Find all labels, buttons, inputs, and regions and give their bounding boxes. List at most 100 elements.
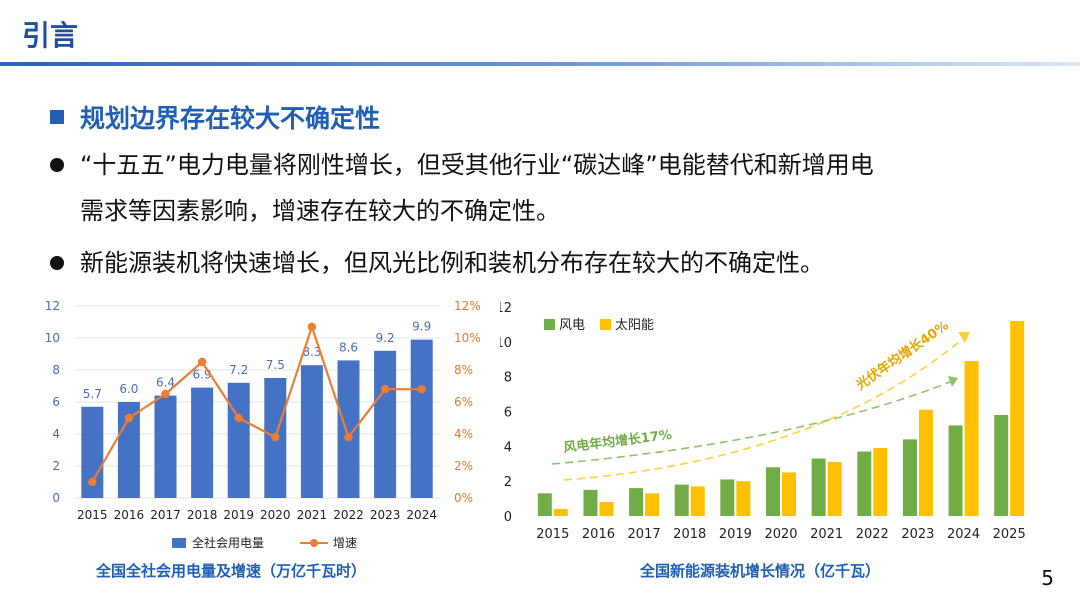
y-left-tick-label: 8 <box>52 363 60 377</box>
bar <box>918 409 933 516</box>
line-point <box>88 477 97 487</box>
bar <box>827 462 842 516</box>
electricity-chart-caption: 全国全社会用电量及增速（万亿千瓦时） <box>96 562 367 580</box>
legend-bar-label: 全社会用电量 <box>192 535 264 550</box>
bar-data-label: 6.9 <box>193 368 212 382</box>
bar <box>857 451 872 516</box>
bar <box>553 509 568 516</box>
bar-data-label: 6.4 <box>156 376 175 390</box>
wind-trend-arrowhead <box>948 376 958 387</box>
bar <box>994 414 1009 516</box>
bullet-1-line-2: 需求等因素影响，增速存在较大的不确定性。 <box>80 197 560 225</box>
x-tick-label: 2019 <box>719 527 752 542</box>
bar <box>300 365 323 498</box>
bullet-dot-icon <box>50 256 64 270</box>
bar-data-label: 9.9 <box>412 320 431 334</box>
solar-trend-arrowhead <box>958 332 970 343</box>
bullet-1-line-1: “十五五”电力电量将刚性增长，但受其他行业“碳达峰”电能替代和新增用电 <box>80 151 874 179</box>
legend-line-label: 增速 <box>333 536 357 550</box>
y-right-tick-label: 2% <box>454 459 473 473</box>
y-right-tick-label: 0% <box>454 491 473 505</box>
bar <box>736 481 751 516</box>
growth-line <box>91 323 422 483</box>
y-left-tick-label: 12 <box>45 299 60 313</box>
electricity-chart: 0 2 4 6 8 10 12 0% 2% 4% 6% 8% 10% 12% 5.7 2015 6.0 2016 6… <box>30 292 500 558</box>
line-point <box>161 389 170 399</box>
y-left-tick-label: 4 <box>52 427 60 441</box>
bullet-2-line-1: 新能源装机将快速增长，但风光比例和装机分布存在较大的不确定性。 <box>80 249 824 277</box>
line-point <box>417 385 426 394</box>
x-tick-label: 2016 <box>114 508 145 522</box>
bar <box>583 489 598 516</box>
x-tick-label: 2017 <box>628 527 661 542</box>
bar <box>674 484 689 516</box>
y-tick-label: 12 <box>500 301 512 316</box>
section-heading-text: 规划边界存在较大不确定性 <box>80 104 381 133</box>
x-tick-label: 2018 <box>187 508 218 522</box>
x-tick-label: 2015 <box>536 527 569 542</box>
bar <box>1010 320 1025 516</box>
y-tick-label: 0 <box>504 510 512 525</box>
bar-data-label: 8.6 <box>339 340 358 354</box>
renewables-chart-svg: 0 2 4 6 8 10 12 2015 2016 2017 2018 2019 2020 2021 202… <box>495 301 1026 542</box>
x-tick-label: 2022 <box>333 508 364 522</box>
y-left-tick-label: 10 <box>45 331 60 345</box>
bar <box>948 425 963 516</box>
y-left-tick-label: 0 <box>52 491 60 505</box>
slide-title: 引言 <box>22 19 79 52</box>
y-left-tick-label: 2 <box>52 459 60 473</box>
x-tick-label: 2023 <box>370 508 401 522</box>
page-number: 5 <box>1041 566 1054 590</box>
x-tick-label: 2021 <box>297 508 328 522</box>
square-bullet-icon <box>50 110 64 124</box>
legend-label: 风电 <box>559 318 585 333</box>
bar-data-label: 8.3 <box>302 345 321 359</box>
x-tick-label: 2021 <box>810 527 843 542</box>
line-point <box>234 413 243 423</box>
legend-bar-swatch <box>172 538 186 548</box>
solar-trend-arrow <box>563 335 967 481</box>
bar <box>154 395 177 498</box>
y-tick-label: 10 <box>500 336 512 351</box>
bar <box>81 406 104 498</box>
bar <box>782 472 796 516</box>
bar-data-label: 5.7 <box>83 387 102 401</box>
line-point <box>344 433 353 442</box>
bar <box>873 448 888 516</box>
bar <box>902 439 917 516</box>
y-tick-label: 4 <box>504 440 512 455</box>
electricity-chart-svg: 0 2 4 6 8 10 12 0% 2% 4% 6% 8% 10% 12% 5.7 2015 6.0 2016 6… <box>45 299 481 550</box>
line-point <box>271 433 280 442</box>
legend-swatch <box>600 319 611 330</box>
bar <box>374 350 397 498</box>
line-point <box>197 357 207 367</box>
bullet-dot-icon <box>50 158 64 172</box>
title-divider <box>0 62 1080 66</box>
y-right-tick-label: 12% <box>454 299 481 313</box>
x-tick-label: 2018 <box>673 527 706 542</box>
section-heading: 规划边界存在较大不确定性 <box>50 100 380 134</box>
wind-trend-arrow <box>551 379 956 465</box>
x-tick-label: 2020 <box>260 508 291 522</box>
bar-data-label: 7.2 <box>229 363 248 377</box>
y-tick-label: 6 <box>504 406 512 421</box>
x-tick-label: 2025 <box>993 527 1026 542</box>
y-right-tick-label: 10% <box>454 331 481 345</box>
bar <box>337 360 360 498</box>
x-tick-label: 2023 <box>901 527 934 542</box>
bar <box>811 458 826 516</box>
bar <box>964 360 979 516</box>
bar <box>410 339 433 498</box>
renewables-chart-caption: 全国新能源装机增长情况（亿千瓦） <box>640 562 881 580</box>
renewables-chart: 0 2 4 6 8 10 12 2015 2016 2017 2018 2019 2020 2021 202… <box>495 292 1040 558</box>
y-right-tick-label: 6% <box>454 395 473 409</box>
bar-data-label: 9.2 <box>376 331 395 345</box>
bar <box>690 486 705 516</box>
x-tick-label: 2017 <box>150 508 181 522</box>
line-point <box>380 385 390 394</box>
x-tick-label: 2020 <box>764 527 797 542</box>
y-right-tick-label: 8% <box>454 363 473 377</box>
bar <box>227 382 250 498</box>
x-tick-label: 2024 <box>406 508 437 522</box>
bar <box>645 493 660 516</box>
